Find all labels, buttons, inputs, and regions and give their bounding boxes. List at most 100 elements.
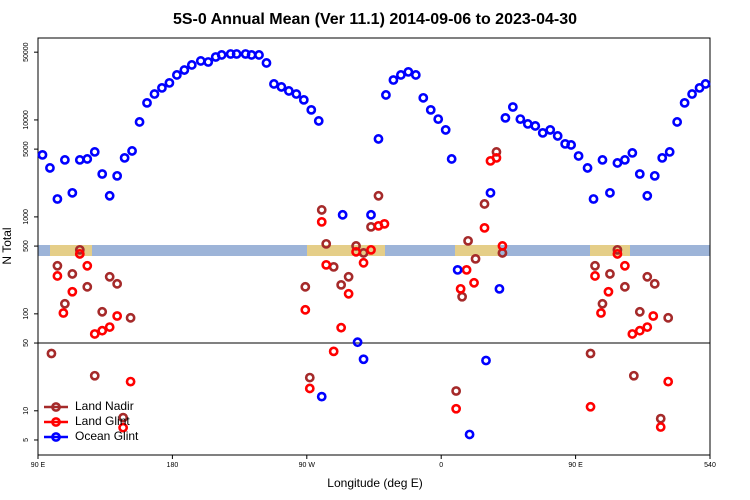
point (74, 244, 85, 255)
point (358, 354, 369, 365)
point (298, 94, 309, 105)
legend-label: Land Nadir (75, 399, 134, 413)
point (82, 154, 93, 164)
legend-label: Ocean Glint (75, 429, 139, 443)
point (605, 187, 615, 198)
point (596, 308, 606, 318)
point (89, 370, 100, 381)
point (464, 429, 475, 440)
y-tick-label: 50000 (23, 42, 30, 62)
point (59, 155, 70, 165)
y-tick-label: 10000 (23, 110, 30, 130)
point (597, 298, 608, 309)
point (366, 209, 376, 220)
point (634, 169, 645, 179)
point (619, 281, 630, 292)
point (186, 60, 197, 70)
y-tick-label: 100 (23, 308, 30, 320)
point (261, 58, 272, 68)
point (597, 155, 608, 165)
point (352, 337, 363, 348)
point (628, 370, 639, 381)
point (328, 261, 339, 272)
point (612, 158, 623, 168)
point (304, 383, 315, 394)
point (373, 190, 384, 201)
point (97, 306, 108, 317)
point (171, 70, 182, 80)
point (585, 348, 596, 359)
point (343, 271, 354, 282)
point (89, 147, 100, 157)
point (112, 311, 123, 321)
point (134, 117, 145, 127)
point (452, 264, 463, 275)
point (119, 152, 130, 163)
point (74, 155, 85, 165)
point (655, 413, 666, 424)
point (642, 271, 653, 282)
y-tick-label: 50 (23, 339, 30, 347)
point (231, 49, 242, 59)
point (246, 50, 257, 60)
y-tick-label: 5 (23, 438, 30, 442)
point (52, 260, 63, 271)
point (104, 190, 115, 201)
point (500, 112, 511, 123)
legend-marker (51, 432, 61, 442)
x-tick-label: 90 E (31, 462, 46, 469)
point (58, 308, 69, 318)
point (97, 325, 108, 336)
land-band (50, 245, 92, 256)
point (627, 329, 638, 339)
point (67, 269, 78, 279)
point (619, 155, 630, 165)
point (585, 401, 596, 412)
y-tick-label: 500 (23, 240, 30, 252)
point (343, 288, 354, 299)
point (687, 89, 697, 99)
y-tick-label: 10 (23, 407, 30, 415)
point (203, 57, 214, 67)
x-tick-label: 90 E (568, 462, 583, 469)
point (45, 163, 55, 173)
point (649, 170, 660, 181)
point (313, 116, 324, 126)
point (627, 148, 638, 158)
point (59, 298, 70, 309)
point (89, 329, 100, 339)
point (104, 322, 115, 332)
point (373, 134, 384, 144)
point (358, 257, 369, 268)
land-band (590, 245, 630, 256)
point (612, 244, 623, 255)
point (306, 104, 317, 115)
point (479, 222, 490, 233)
point (216, 50, 227, 60)
point (118, 412, 129, 423)
point (655, 422, 666, 432)
point (82, 281, 93, 292)
point (410, 70, 421, 80)
x-axis-label: Longitude (deg E) (327, 476, 422, 490)
point (451, 386, 462, 396)
point (418, 92, 429, 103)
point (379, 218, 390, 229)
point (179, 65, 190, 75)
point (351, 246, 361, 257)
point (446, 154, 457, 164)
point (425, 104, 436, 115)
point (530, 121, 541, 131)
point (304, 372, 315, 383)
x-tick-label: 0 (439, 462, 443, 469)
point (149, 89, 160, 99)
legend-label: Land Glint (75, 414, 130, 428)
point (470, 253, 481, 264)
point (97, 169, 108, 179)
point (590, 260, 600, 271)
point (164, 77, 175, 88)
point (254, 50, 264, 60)
point (679, 97, 690, 108)
point (455, 283, 466, 294)
point (112, 278, 123, 289)
